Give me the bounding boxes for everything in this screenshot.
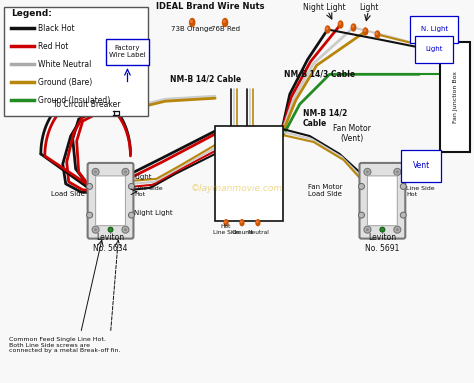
- Circle shape: [122, 226, 129, 233]
- Text: 73B Orange: 73B Orange: [172, 26, 213, 33]
- Circle shape: [87, 212, 92, 218]
- Text: Ground: Ground: [231, 230, 253, 235]
- Circle shape: [94, 228, 97, 231]
- Text: Light: Light: [426, 46, 443, 52]
- Text: Ground (Insulated): Ground (Insulated): [38, 96, 110, 105]
- Text: ©laymanmovie.com: ©laymanmovie.com: [191, 184, 283, 193]
- Ellipse shape: [222, 18, 228, 26]
- Text: Light: Light: [359, 3, 378, 11]
- Ellipse shape: [223, 20, 225, 22]
- FancyBboxPatch shape: [4, 7, 148, 116]
- Text: Leviton
No. 5634: Leviton No. 5634: [93, 233, 128, 252]
- FancyBboxPatch shape: [106, 39, 149, 65]
- Text: To Circuit Breaker: To Circuit Breaker: [53, 100, 120, 109]
- Circle shape: [380, 227, 385, 232]
- Ellipse shape: [352, 26, 354, 27]
- Text: Ground (Bare): Ground (Bare): [38, 78, 92, 87]
- Circle shape: [364, 169, 371, 175]
- Circle shape: [394, 226, 401, 233]
- FancyBboxPatch shape: [215, 126, 283, 221]
- Circle shape: [124, 170, 127, 173]
- Text: Load Side: Load Side: [51, 191, 85, 197]
- Text: 76B Red: 76B Red: [210, 26, 239, 33]
- Circle shape: [358, 183, 365, 190]
- Text: Neutral: Neutral: [247, 230, 269, 235]
- FancyBboxPatch shape: [440, 43, 470, 152]
- Circle shape: [87, 183, 92, 190]
- Circle shape: [124, 228, 127, 231]
- Text: Line Side
Hot: Line Side Hot: [135, 186, 163, 197]
- Ellipse shape: [363, 28, 368, 35]
- Circle shape: [401, 212, 406, 218]
- Text: Fan Motor
Load Side: Fan Motor Load Side: [308, 184, 342, 197]
- Text: IDEAL Brand Wire Nuts: IDEAL Brand Wire Nuts: [156, 2, 264, 11]
- Ellipse shape: [240, 220, 244, 226]
- Circle shape: [92, 226, 99, 233]
- Ellipse shape: [364, 29, 365, 31]
- Ellipse shape: [351, 24, 356, 31]
- Text: Factory
Wire Label: Factory Wire Label: [109, 45, 146, 58]
- Circle shape: [92, 169, 99, 175]
- Text: Fan Motor
(Vent): Fan Motor (Vent): [333, 124, 371, 143]
- Text: N. Light: N. Light: [420, 26, 448, 33]
- Circle shape: [401, 183, 406, 190]
- Circle shape: [108, 227, 113, 232]
- Ellipse shape: [375, 31, 380, 38]
- FancyBboxPatch shape: [359, 163, 405, 239]
- Text: NM-B 14/2
Cable: NM-B 14/2 Cable: [303, 109, 347, 128]
- Ellipse shape: [338, 21, 343, 28]
- Circle shape: [396, 228, 399, 231]
- Circle shape: [122, 169, 129, 175]
- Text: Hot
Line Side: Hot Line Side: [212, 224, 239, 235]
- FancyBboxPatch shape: [367, 176, 397, 226]
- Text: Legend:: Legend:: [11, 8, 52, 18]
- Ellipse shape: [339, 23, 340, 25]
- Ellipse shape: [257, 221, 258, 223]
- Ellipse shape: [190, 18, 195, 26]
- Text: Black Hot: Black Hot: [38, 24, 74, 33]
- Text: Vent: Vent: [412, 161, 430, 170]
- Text: Leviton
No. 5691: Leviton No. 5691: [365, 233, 400, 252]
- Text: NM-B 14/3 Cable: NM-B 14/3 Cable: [284, 69, 355, 78]
- Circle shape: [394, 169, 401, 175]
- Circle shape: [396, 170, 399, 173]
- Circle shape: [358, 212, 365, 218]
- Ellipse shape: [191, 20, 192, 22]
- Circle shape: [94, 170, 97, 173]
- Ellipse shape: [376, 33, 377, 34]
- Text: Fan Junction Box: Fan Junction Box: [453, 71, 457, 123]
- Text: Light: Light: [135, 174, 152, 180]
- FancyBboxPatch shape: [96, 176, 126, 226]
- Ellipse shape: [241, 221, 242, 223]
- Ellipse shape: [256, 220, 260, 226]
- Text: Common Feed Single Line Hot.
Both Line Side screws are
connected by a metal Brea: Common Feed Single Line Hot. Both Line S…: [9, 337, 120, 354]
- Circle shape: [364, 226, 371, 233]
- Text: Red Hot: Red Hot: [38, 42, 68, 51]
- Text: NM-B 14/2 Cable: NM-B 14/2 Cable: [170, 74, 241, 83]
- Ellipse shape: [326, 28, 328, 29]
- FancyBboxPatch shape: [88, 163, 134, 239]
- Circle shape: [366, 228, 369, 231]
- Text: Night Light: Night Light: [135, 210, 173, 216]
- Circle shape: [128, 183, 135, 190]
- Ellipse shape: [225, 221, 226, 223]
- Ellipse shape: [224, 220, 228, 226]
- Text: White Neutral: White Neutral: [38, 60, 91, 69]
- Text: Line Side
Hot: Line Side Hot: [406, 186, 435, 197]
- Text: Night Light: Night Light: [303, 3, 346, 11]
- Circle shape: [366, 170, 369, 173]
- Circle shape: [128, 212, 135, 218]
- Ellipse shape: [325, 26, 330, 33]
